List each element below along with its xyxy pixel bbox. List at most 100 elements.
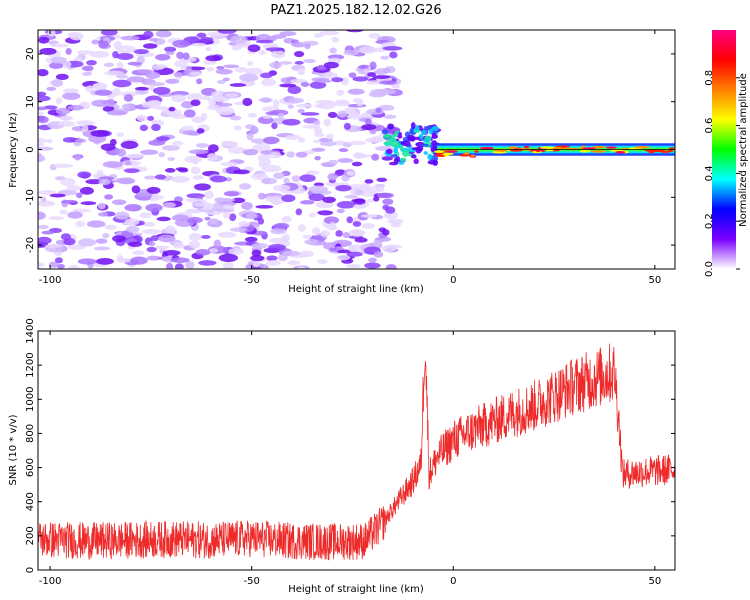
noise-blob xyxy=(49,193,66,198)
noise-blob xyxy=(148,37,159,42)
noise-blob xyxy=(121,103,132,109)
noise-blob xyxy=(116,132,125,137)
noise-blob xyxy=(205,46,212,52)
noise-blob xyxy=(146,186,161,194)
noise-blob xyxy=(208,248,219,253)
noise-blob xyxy=(287,104,294,109)
noise-blob xyxy=(281,216,292,223)
x-tick-label: 50 xyxy=(648,275,661,286)
noise-blob xyxy=(344,194,359,199)
noise-blob xyxy=(299,174,316,183)
noise-blob xyxy=(141,229,161,235)
noise-blob xyxy=(283,177,290,184)
noise-blob xyxy=(195,249,211,256)
noise-blob xyxy=(196,128,205,134)
noise-blob xyxy=(142,43,158,49)
noise-blob xyxy=(116,177,136,185)
noise-blob xyxy=(295,151,308,158)
colorbar-ticks: 0.0 0.2 0.4 0.6 0.8 xyxy=(704,70,740,277)
noise-blob xyxy=(38,111,44,117)
noise-blob xyxy=(165,225,176,234)
noise-blob xyxy=(116,52,134,60)
noise-blob xyxy=(351,161,363,167)
noise-blob xyxy=(205,55,222,62)
noise-blob xyxy=(255,204,274,209)
noise-blob xyxy=(51,56,67,64)
snr-y-ticks: 0 200 400 600 800 1000 1200 1400 xyxy=(25,318,675,573)
noise-blob xyxy=(314,132,325,138)
noise-blob xyxy=(65,48,72,55)
noise-blob xyxy=(302,234,312,239)
noise-blob xyxy=(297,108,305,114)
noise-blob xyxy=(38,91,47,97)
noise-blob xyxy=(67,244,86,250)
noise-blob xyxy=(390,221,402,228)
noise-blob xyxy=(346,251,363,257)
noise-blob xyxy=(323,72,339,79)
noise-blob xyxy=(342,232,351,238)
noise-blob xyxy=(206,104,221,111)
noise-blob xyxy=(230,35,247,44)
noise-blob xyxy=(326,133,334,140)
noise-blob xyxy=(300,200,315,205)
spectrogram-x-ticks: -100 -50 0 50 xyxy=(39,30,661,286)
noise-blob xyxy=(214,197,226,203)
noise-blob xyxy=(165,262,174,269)
noise-blob xyxy=(154,106,169,111)
noise-blob xyxy=(38,36,50,44)
noise-blob xyxy=(38,153,44,162)
noise-blob xyxy=(62,92,81,101)
noise-blob xyxy=(282,250,301,257)
snr-x-ticks: -100 -50 0 50 xyxy=(39,331,661,587)
noise-blob xyxy=(91,39,99,45)
y-tick-label: 10 xyxy=(25,95,36,108)
y-tick-label: 20 xyxy=(25,48,36,61)
noise-blob xyxy=(186,216,203,224)
noise-blob xyxy=(345,264,362,269)
noise-blob xyxy=(273,184,291,192)
noise-blob xyxy=(344,106,356,115)
noise-blob xyxy=(271,122,278,130)
signal-peak xyxy=(447,150,458,153)
noise-blob xyxy=(369,61,377,70)
noise-blob xyxy=(217,231,237,238)
noise-blob xyxy=(242,97,253,107)
noise-blob xyxy=(382,198,394,205)
x-tick-label: -100 xyxy=(39,275,62,286)
noise-blob xyxy=(216,106,235,116)
transition-blob xyxy=(399,157,407,162)
noise-blob xyxy=(60,199,78,204)
transition-blob xyxy=(421,129,427,136)
noise-blob xyxy=(177,168,189,173)
noise-blob xyxy=(150,235,160,242)
noise-blob xyxy=(171,214,190,222)
noise-blob xyxy=(257,217,265,225)
transition-blob xyxy=(401,149,410,157)
noise-blob xyxy=(304,43,311,50)
noise-blob xyxy=(124,218,140,226)
noise-blob xyxy=(270,227,287,235)
y-tick-label: 0 xyxy=(25,567,36,573)
noise-blob xyxy=(96,169,104,177)
noise-blob xyxy=(86,220,106,228)
x-tick-label: -50 xyxy=(244,275,260,286)
noise-blob xyxy=(124,168,140,174)
noise-blob xyxy=(120,91,138,97)
colorbar-tick-label: 0.6 xyxy=(704,118,715,134)
noise-blob xyxy=(154,54,171,61)
noise-blob xyxy=(38,138,48,144)
signal-peak xyxy=(582,147,596,150)
transition-blob xyxy=(381,129,389,135)
noise-blob xyxy=(297,67,306,76)
noise-blob xyxy=(250,255,265,262)
noise-blob xyxy=(92,83,104,89)
noise-blob xyxy=(229,83,247,87)
x-tick-label: 0 xyxy=(450,275,456,286)
noise-blob xyxy=(320,230,331,237)
noise-blob xyxy=(77,258,97,265)
noise-blob xyxy=(130,256,148,265)
signal-peak xyxy=(470,154,476,158)
signal-peak xyxy=(463,152,470,155)
noise-blob xyxy=(383,114,397,119)
noise-blob xyxy=(38,116,49,124)
